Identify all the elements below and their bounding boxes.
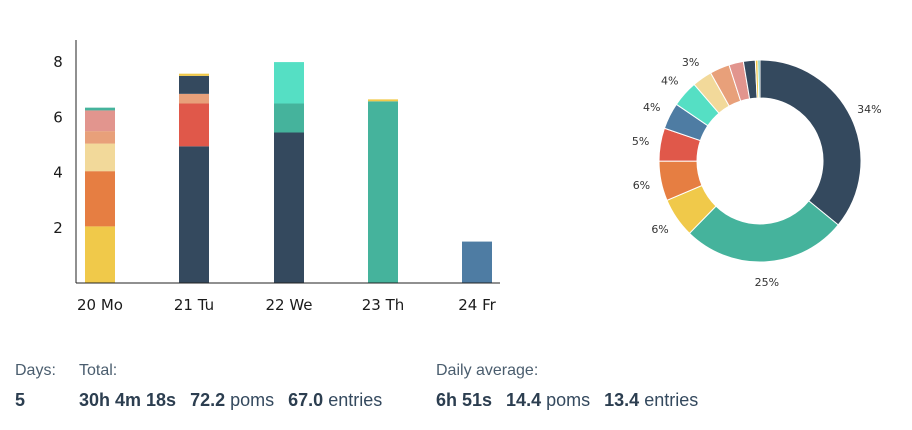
bar-segment-3-1: [368, 99, 398, 102]
donut-slice-label: 25%: [755, 276, 779, 289]
bar-segment-1-0: [179, 146, 209, 283]
total-stat: Total: 30h 4m 18s 72.2 poms 67.0 entries: [79, 362, 382, 411]
total-label: Total:: [79, 362, 118, 379]
daily-average-stat: Daily average: 6h 51s 14.4 poms 13.4 entri…: [436, 362, 698, 411]
y-tick-labels: 2 4 6 8: [53, 53, 63, 237]
x-tick-labels: 20 Mo 21 Tu 22 We 23 Th 24 Fr: [77, 296, 497, 314]
total-poms-unit: poms: [230, 390, 275, 410]
bar-segment-1-1: [179, 103, 209, 147]
avg-poms-unit: poms: [546, 390, 591, 410]
bar-segment-0-1: [85, 171, 115, 227]
avg-poms-value: 14.4: [506, 390, 542, 410]
avg-entries-unit: entries: [644, 390, 699, 410]
bar-marks: [85, 62, 492, 283]
bar-segment-1-3: [179, 75, 209, 94]
x-tick-label: 21 Tu: [174, 296, 214, 314]
y-tick-label: 8: [53, 53, 63, 71]
bar-segment-0-4: [85, 110, 115, 132]
bar-segment-4-0: [462, 241, 492, 283]
donut-slice-0: [759, 59, 862, 226]
total-entries-unit: entries: [328, 390, 383, 410]
avg-entries-value: 13.4: [604, 390, 640, 410]
daily-average-values: 6h 51s 14.4 poms 13.4 entries: [436, 390, 698, 411]
y-tick-label: 4: [53, 164, 63, 182]
days-values: 5: [15, 390, 56, 411]
bar-segment-0-0: [85, 226, 115, 283]
days-label: Days:: [15, 362, 56, 379]
bar-segment-2-1: [274, 103, 304, 133]
days-stat: Days: 5: [15, 362, 56, 411]
y-tick-label: 6: [53, 108, 63, 126]
donut-slice-label: 34%: [857, 103, 881, 116]
avg-time: 6h 51s: [436, 390, 493, 410]
donut-slice-label: 5%: [632, 135, 649, 148]
x-tick-label: 24 Fr: [458, 296, 496, 314]
days-value: 5: [15, 390, 26, 410]
bar-segment-1-2: [179, 93, 209, 104]
donut-chart: 34% 25% 6% 6% 5% 4% 4% 3%: [632, 56, 882, 289]
total-poms-value: 72.2: [190, 390, 226, 410]
x-tick-label: 23 Th: [362, 296, 405, 314]
donut-slice-label: 4%: [661, 74, 678, 87]
bar-segment-0-5: [85, 107, 115, 111]
bar-segment-0-3: [85, 131, 115, 144]
donut-slice-label: 6%: [651, 223, 668, 236]
total-entries-value: 67.0: [288, 390, 324, 410]
donut-slice-1: [688, 200, 839, 263]
bar-segment-2-0: [274, 132, 304, 283]
donut-slice-label: 3%: [682, 56, 699, 69]
donut-percent-labels: 34% 25% 6% 6% 5% 4% 4% 3%: [632, 56, 882, 289]
bar-segment-0-2: [85, 143, 115, 172]
bar-segment-3-0: [368, 101, 398, 283]
daily-average-label: Daily average:: [436, 362, 539, 379]
bar-segment-2-2: [274, 62, 304, 104]
donut-slice-label: 4%: [643, 101, 660, 114]
total-time: 30h 4m 18s: [79, 390, 177, 410]
donut-slice-label: 6%: [633, 179, 650, 192]
x-tick-label: 20 Mo: [77, 296, 123, 314]
total-values: 30h 4m 18s 72.2 poms 67.0 entries: [79, 390, 382, 411]
donut-slice-12: [757, 59, 761, 99]
donut-slices: [658, 59, 862, 263]
bar-segment-1-4: [179, 73, 209, 76]
y-tick-label: 2: [53, 219, 63, 237]
daily-stacked-bar-chart: 2 4 6 8 20 Mo 21 Tu 22 We 23 Th 24 Fr: [53, 40, 500, 314]
x-tick-label: 22 We: [265, 296, 312, 314]
